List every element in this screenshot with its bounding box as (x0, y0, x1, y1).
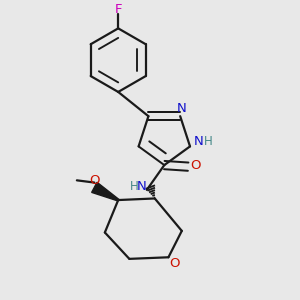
Text: O: O (169, 256, 180, 269)
Text: N: N (194, 135, 204, 148)
Text: F: F (115, 3, 122, 16)
Text: O: O (89, 174, 100, 187)
Text: H: H (204, 135, 213, 148)
Text: H: H (130, 180, 139, 193)
Text: O: O (190, 159, 200, 172)
Text: N: N (137, 180, 147, 193)
Text: N: N (176, 102, 186, 115)
Polygon shape (92, 182, 119, 201)
